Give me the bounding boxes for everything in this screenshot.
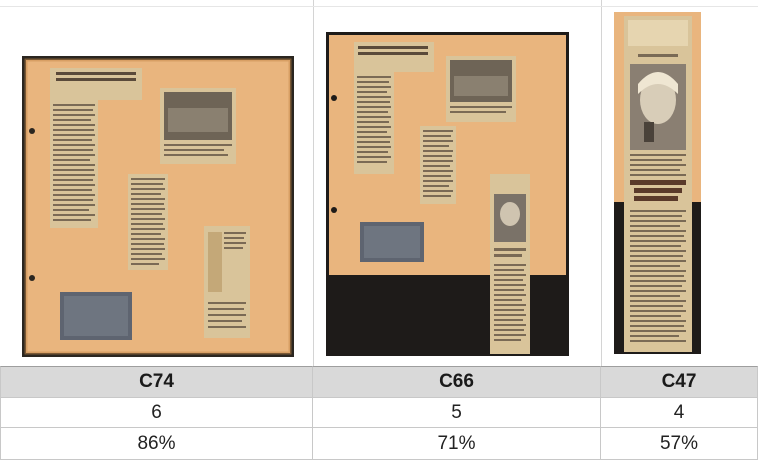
scrapbook-page-thumbnail[interactable] [22,56,294,357]
percent-cell-c47[interactable]: 57% [601,428,758,460]
photo-clipping [160,88,236,164]
count-cell-c74[interactable]: 6 [0,398,313,428]
column-header-c74[interactable]: C74 [0,366,313,398]
table-row: 6 5 4 [0,398,758,428]
photo-clipping [490,174,530,354]
scrapbook-page-thumbnail[interactable] [614,12,701,354]
newspaper-clipping [128,174,168,270]
photo-clipping [446,56,516,122]
newspaper-clipping [50,68,142,228]
column-divider [601,0,602,366]
percent-cell-c74[interactable]: 86% [0,428,313,460]
photo-clipping [624,16,692,352]
percent-cell-c66[interactable]: 71% [313,428,601,460]
count-cell-c66[interactable]: 5 [313,398,601,428]
column-divider [313,0,314,366]
row-divider [0,6,758,7]
newspaper-clipping [420,126,456,204]
header-row: C74 C66 C47 [0,366,758,398]
count-cell-c47[interactable]: 4 [601,398,758,428]
newspaper-clipping [204,226,250,338]
table-row: 86% 71% 57% [0,428,758,460]
scrapbook-page-thumbnail[interactable] [326,32,569,356]
column-header-c66[interactable]: C66 [313,366,601,398]
column-header-c47[interactable]: C47 [601,366,758,398]
newspaper-clipping [354,42,434,174]
